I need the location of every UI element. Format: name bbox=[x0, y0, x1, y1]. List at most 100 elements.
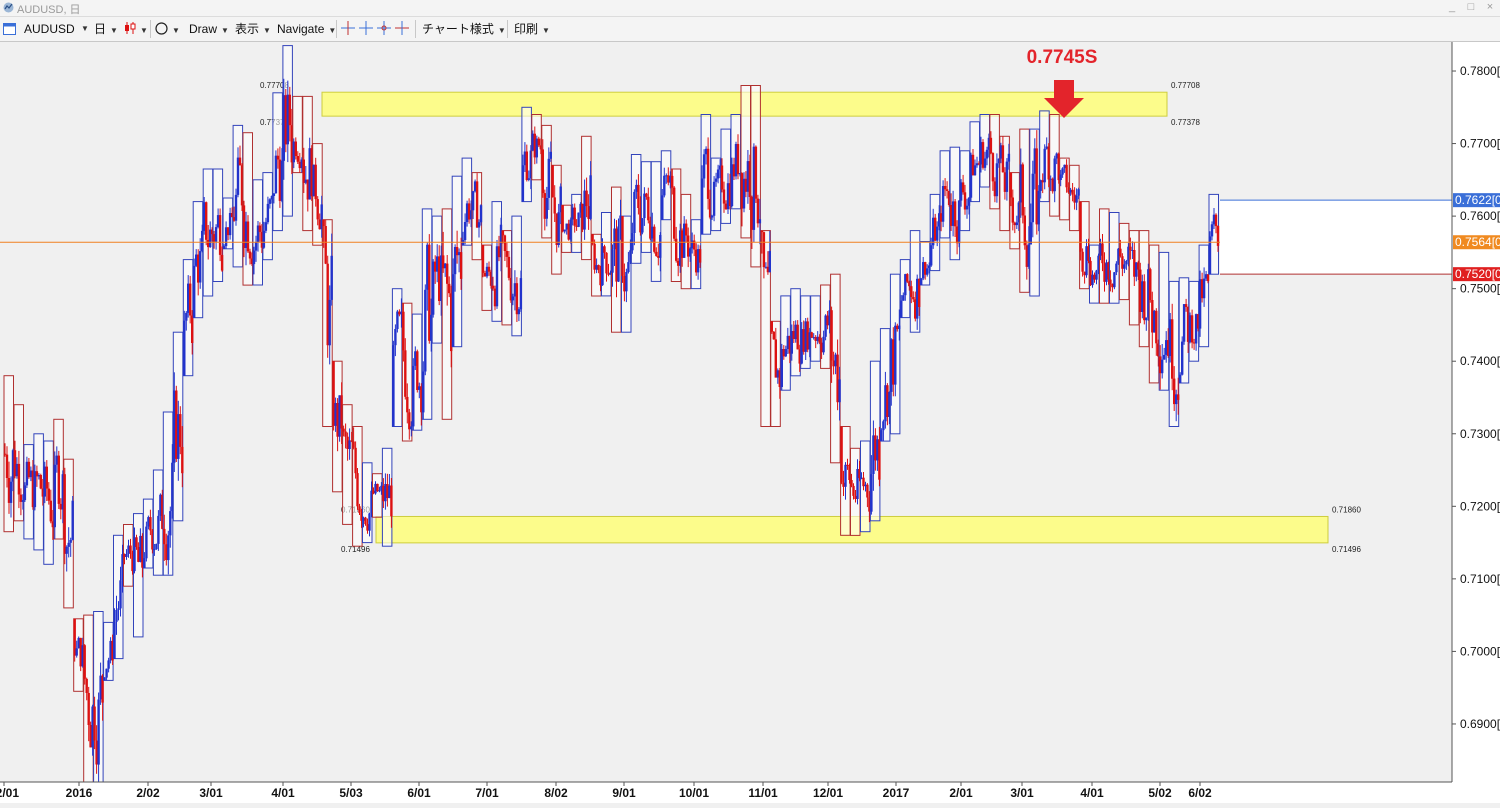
candle-body bbox=[412, 365, 415, 427]
crosshair-tool-1[interactable] bbox=[341, 17, 355, 41]
candle-body bbox=[77, 637, 80, 649]
candle-body bbox=[920, 278, 923, 285]
minimize-button[interactable]: _ bbox=[1448, 1, 1456, 13]
candle-body bbox=[426, 244, 429, 290]
timeframe-selector[interactable]: 日 ▼ bbox=[94, 17, 118, 41]
chart-area[interactable]: 0.777080.773780.777080.773780.718600.714… bbox=[0, 42, 1500, 803]
crosshair-tool-3[interactable] bbox=[377, 17, 391, 41]
candle-body bbox=[977, 163, 981, 165]
candle-body bbox=[63, 474, 66, 554]
candle-body bbox=[1067, 187, 1070, 193]
candle-body bbox=[487, 266, 491, 272]
candle-body bbox=[242, 205, 246, 248]
candle-body bbox=[258, 225, 262, 232]
candle-body bbox=[205, 202, 208, 240]
candle-body bbox=[1204, 274, 1208, 279]
symbol-label: AUDUSD bbox=[24, 22, 75, 36]
candle-body bbox=[561, 205, 564, 232]
candle-body bbox=[768, 250, 771, 273]
candle-body bbox=[127, 545, 130, 554]
date-axis-label: 3/01 bbox=[1010, 786, 1034, 800]
candle-body bbox=[834, 354, 837, 367]
navigate-menu[interactable]: Navigate ▼ bbox=[277, 17, 336, 41]
candle-body bbox=[1089, 260, 1092, 286]
chevron-down-icon: ▼ bbox=[172, 26, 180, 35]
candle-body bbox=[1139, 269, 1142, 312]
candle-body bbox=[752, 146, 756, 230]
candle-body bbox=[1177, 394, 1180, 400]
candle-body bbox=[611, 249, 614, 273]
candle-body bbox=[804, 321, 807, 352]
candle-body bbox=[557, 212, 560, 245]
candle-body bbox=[704, 148, 708, 155]
candle-body bbox=[852, 485, 855, 496]
date-axis-label: 12/01 bbox=[813, 786, 843, 800]
support-upper-label-right: 0.71860 bbox=[1332, 505, 1361, 514]
chart-type-selector[interactable]: ▼ bbox=[124, 17, 148, 41]
print-menu[interactable]: 印刷 ▼ bbox=[514, 17, 550, 41]
candle-body bbox=[708, 198, 712, 218]
candle-body bbox=[1091, 274, 1094, 286]
candle-body bbox=[396, 311, 399, 329]
candle-body bbox=[778, 370, 781, 387]
view-menu[interactable]: 表示 ▼ bbox=[235, 17, 271, 41]
candle-body bbox=[627, 262, 630, 272]
candle-body bbox=[338, 395, 341, 437]
candle-body bbox=[908, 281, 911, 287]
candle-body bbox=[521, 165, 525, 202]
candle-body bbox=[1167, 340, 1170, 356]
candle-body bbox=[999, 145, 1003, 159]
chart-window-icon[interactable] bbox=[3, 17, 16, 41]
chevron-down-icon: ▼ bbox=[110, 26, 118, 35]
candlestick-icon bbox=[125, 22, 136, 34]
candle-body bbox=[824, 315, 827, 337]
candle-body bbox=[1159, 356, 1162, 374]
symbol-selector[interactable]: AUDUSD ▼ bbox=[24, 17, 90, 41]
candle-body bbox=[872, 435, 875, 474]
candle-body bbox=[631, 233, 634, 251]
candle-body bbox=[912, 297, 915, 300]
candle-body bbox=[848, 465, 851, 480]
chart-style-menu[interactable]: チャート様式 ▼ bbox=[422, 17, 506, 41]
candle-body bbox=[250, 258, 254, 265]
print-menu-label: 印刷 bbox=[514, 22, 539, 36]
price-chart[interactable]: 0.777080.773780.777080.773780.718600.714… bbox=[0, 42, 1500, 803]
support-lower-label-left: 0.71496 bbox=[341, 545, 370, 554]
candle-body bbox=[734, 144, 738, 177]
shape-tool-selector[interactable]: ▼ bbox=[155, 17, 180, 41]
candle-body bbox=[702, 154, 706, 179]
candle-body bbox=[533, 133, 536, 158]
candle-body bbox=[874, 435, 877, 461]
date-axis-label: 4/01 bbox=[1080, 786, 1104, 800]
maximize-button[interactable]: □ bbox=[1467, 1, 1475, 13]
close-button[interactable]: × bbox=[1486, 1, 1494, 13]
candle-body bbox=[1181, 341, 1184, 375]
candle-body bbox=[41, 488, 44, 497]
candle-body bbox=[780, 349, 783, 387]
crosshair-tool-2[interactable] bbox=[359, 17, 373, 41]
candle-body bbox=[1001, 145, 1005, 173]
candle-body bbox=[15, 463, 19, 477]
candle-body bbox=[991, 153, 995, 182]
candle-body bbox=[330, 255, 333, 300]
candle-body bbox=[356, 473, 359, 507]
crosshair-tool-4[interactable] bbox=[395, 17, 409, 41]
chart-toolbar: AUDUSD ▼ 日 ▼ ▼ ▼ Draw ▼ 表示 ▼ Navigate ▼ チャート… bbox=[0, 17, 1500, 42]
candle-body bbox=[1015, 222, 1018, 226]
candle-body bbox=[1025, 245, 1028, 267]
candle-body bbox=[73, 618, 76, 656]
price-tag-label: 0.7564[0] bbox=[1455, 235, 1500, 249]
candle-body bbox=[513, 283, 517, 297]
candle-body bbox=[1133, 250, 1136, 277]
candle-body bbox=[1023, 215, 1026, 246]
candle-body bbox=[758, 219, 762, 224]
crosshair-icon bbox=[377, 21, 391, 35]
candle-body bbox=[981, 142, 985, 168]
candle-body bbox=[93, 706, 96, 741]
draw-menu[interactable]: Draw ▼ bbox=[189, 17, 229, 41]
candle-body bbox=[969, 154, 973, 198]
candle-body bbox=[1077, 189, 1080, 196]
resistance-lower-label-right: 0.77378 bbox=[1171, 118, 1200, 127]
date-axis-label: 10/01 bbox=[679, 786, 709, 800]
candle-body bbox=[1013, 222, 1016, 226]
